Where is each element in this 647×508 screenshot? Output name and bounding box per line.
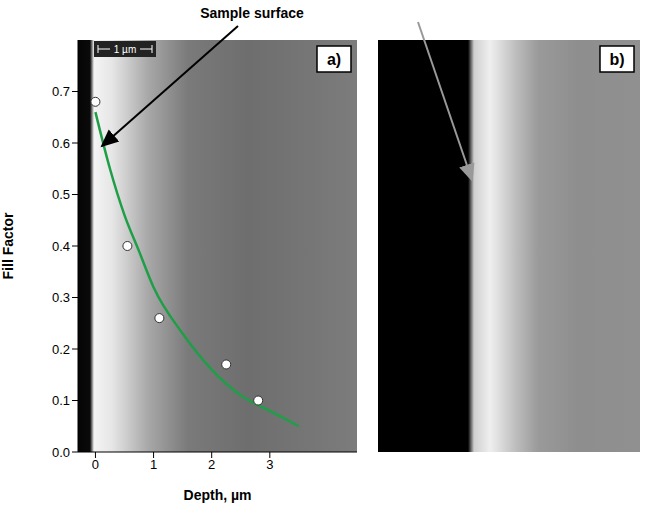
svg-text:1: 1 <box>150 457 157 472</box>
svg-text:Fill Factor: Fill Factor <box>0 212 16 279</box>
svg-text:0.1: 0.1 <box>52 393 70 408</box>
svg-text:1 µm: 1 µm <box>114 44 136 55</box>
svg-text:0.3: 0.3 <box>52 290 70 305</box>
svg-text:0.5: 0.5 <box>52 187 70 202</box>
svg-text:Sample surface: Sample surface <box>200 5 304 21</box>
svg-text:0.6: 0.6 <box>52 136 70 151</box>
svg-text:a): a) <box>327 51 341 68</box>
svg-text:0: 0 <box>92 457 99 472</box>
svg-text:Depth, µm: Depth, µm <box>184 487 252 503</box>
svg-text:3: 3 <box>266 457 273 472</box>
svg-text:0.7: 0.7 <box>52 84 70 99</box>
svg-text:0.2: 0.2 <box>52 342 70 357</box>
svg-text:0.0: 0.0 <box>52 445 70 460</box>
svg-text:2: 2 <box>208 457 215 472</box>
svg-text:b): b) <box>609 51 624 68</box>
svg-text:0.4: 0.4 <box>52 239 70 254</box>
